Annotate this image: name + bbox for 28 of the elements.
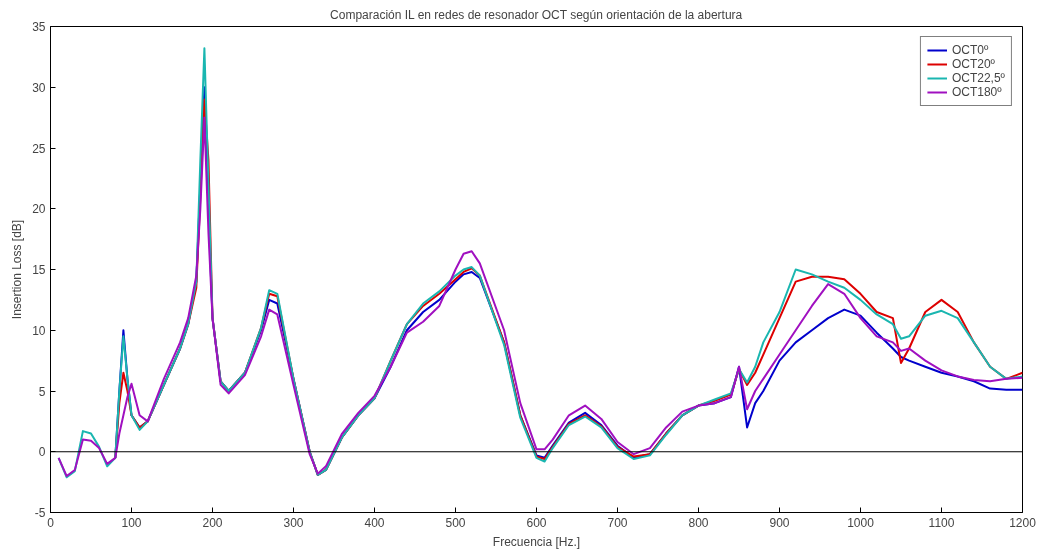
y-tick-label: 5 [38,384,46,399]
x-tick-label: 800 [688,515,709,530]
legend-label: OCT20º [951,57,995,71]
y-tick-label: 10 [32,323,46,338]
x-tick-label: 400 [364,515,385,530]
x-tick-label: 100 [121,515,142,530]
x-tick-label: 1200 [1009,515,1037,530]
x-axis-title: Frecuencia [Hz.] [492,534,581,549]
x-tick-label: 200 [202,515,223,530]
x-tick-label: 900 [769,515,790,530]
legend-label: OCT0º [951,43,989,57]
y-tick-label: 0 [38,445,46,460]
x-tick-label: 1100 [928,515,955,530]
chart-title: Comparación IL en redes de resonador OCT según orientación de la abertura [330,7,743,22]
y-tick-label: 30 [32,80,46,95]
x-tick-label: 500 [445,515,466,530]
y-tick-label: 25 [32,141,46,156]
x-tick-label: 1000 [847,515,875,530]
x-tick-label: 600 [526,515,547,530]
legend-label: OCT180º [951,85,1002,99]
y-tick-label: 15 [32,263,46,277]
y-tick-label: 35 [32,20,46,34]
y-tick-label: -5 [34,506,46,520]
y-axis-title: Insertion Loss [dB] [10,219,25,320]
y-tick-label: 20 [32,202,46,217]
legend-label: OCT22,5º [951,71,1005,85]
x-tick-label: 300 [283,515,304,530]
x-tick-label: 700 [607,515,628,530]
